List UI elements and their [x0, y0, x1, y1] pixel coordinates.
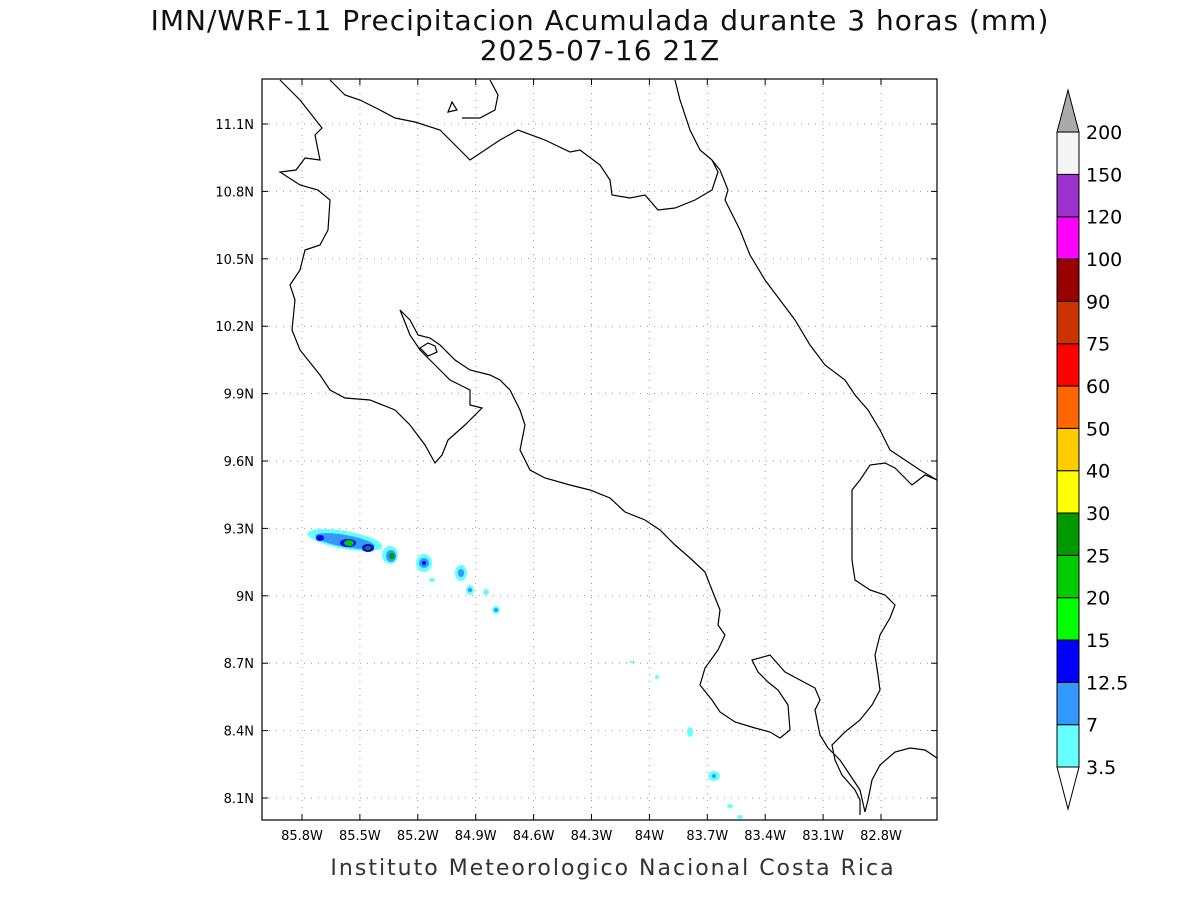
colorbar-segment	[1056, 216, 1080, 260]
colorbar-label: 50	[1086, 418, 1110, 440]
colorbar-label: 200	[1086, 122, 1122, 144]
colorbar-label: 25	[1086, 545, 1110, 567]
lat-tick-label: 10.5N	[215, 253, 254, 268]
colorbar-segment	[1056, 681, 1080, 726]
colorbar-label: 75	[1086, 334, 1110, 356]
lat-tick-label: 9.6N	[224, 455, 254, 470]
colorbar-label: 7	[1086, 715, 1098, 737]
lon-tick-label: 85.8W	[281, 829, 323, 844]
lon-tick-label: 84.3W	[571, 829, 613, 844]
latitude-axis: 11.1N 10.8N 10.5N 10.2N 9.9N 9.6N 9.3N 9N 8.7N 8.…	[215, 118, 937, 807]
colorbar-segment	[1056, 427, 1080, 472]
lon-tick-label: 85.5W	[339, 829, 381, 844]
lat-tick-label: 9.3N	[224, 522, 254, 537]
map-frame	[261, 78, 938, 821]
lon-tick-label: 83.1W	[802, 829, 844, 844]
colorbar-segment	[1056, 258, 1080, 302]
colorbar-legend: 3.5 7 12.5 15 20 25 30 40 50 60 75 90 100 120 150 200	[1056, 88, 1128, 811]
colorbar-over-triangle	[1056, 88, 1080, 133]
colorbar-segment	[1056, 385, 1080, 429]
colorbar-segment	[1056, 724, 1080, 768]
colorbar-label: 120	[1086, 207, 1122, 229]
lon-tick-label: 82.8W	[860, 829, 902, 844]
lon-tick-label: 84W	[635, 829, 665, 844]
colorbar-label: 20	[1086, 588, 1110, 610]
longitude-axis: 85.8W 85.5W 85.2W 84.9W 84.6W 84.3W 84W 83.7W 83…	[281, 79, 902, 844]
lon-tick-label: 84.9W	[455, 829, 497, 844]
lat-tick-label: 8.4N	[224, 725, 254, 740]
lat-tick-label: 10.2N	[215, 320, 254, 335]
colorbar-label: 100	[1086, 249, 1122, 271]
lat-tick-label: 9N	[236, 590, 254, 605]
colorbar-segment	[1056, 554, 1080, 599]
colorbar-segment	[1056, 639, 1080, 683]
lat-tick-label: 8.7N	[224, 657, 254, 672]
lat-tick-label: 11.1N	[215, 118, 254, 133]
map-datetime: 2025-07-16 21Z	[479, 34, 721, 67]
colorbar-segment	[1056, 300, 1080, 345]
lon-tick-label: 83.4W	[744, 829, 786, 844]
colorbar-segment	[1056, 173, 1080, 218]
lon-tick-label: 83.7W	[686, 829, 728, 844]
colorbar-segment	[1056, 512, 1080, 556]
colorbar-under-triangle	[1056, 766, 1080, 811]
coastline	[278, 79, 938, 815]
grid-lines	[262, 79, 937, 820]
footer-credit: Instituto Meteorologico Nacional Costa R…	[330, 856, 896, 881]
colorbar-label: 15	[1086, 630, 1110, 652]
colorbar-segment	[1056, 343, 1080, 387]
lat-tick-label: 9.9N	[224, 388, 254, 403]
colorbar-label: 150	[1086, 164, 1122, 186]
colorbar-label: 30	[1086, 503, 1110, 525]
colorbar-segment	[1056, 131, 1080, 175]
lon-tick-label: 85.2W	[397, 829, 439, 844]
colorbar-label: 90	[1086, 291, 1110, 313]
colorbar-label: 60	[1086, 376, 1110, 398]
colorbar-label: 12.5	[1086, 672, 1128, 694]
lat-tick-label: 8.1N	[224, 792, 254, 807]
colorbar-label: 40	[1086, 461, 1110, 483]
precipitation-overlay	[307, 528, 743, 819]
colorbar-label: 3.5	[1086, 757, 1116, 779]
map-title: IMN/WRF-11 Precipitacion Acumulada duran…	[150, 4, 1050, 37]
lon-tick-label: 84.6W	[513, 829, 555, 844]
colorbar-segment	[1056, 470, 1080, 514]
colorbar-segment	[1056, 597, 1080, 641]
lat-tick-label: 10.8N	[215, 185, 254, 200]
